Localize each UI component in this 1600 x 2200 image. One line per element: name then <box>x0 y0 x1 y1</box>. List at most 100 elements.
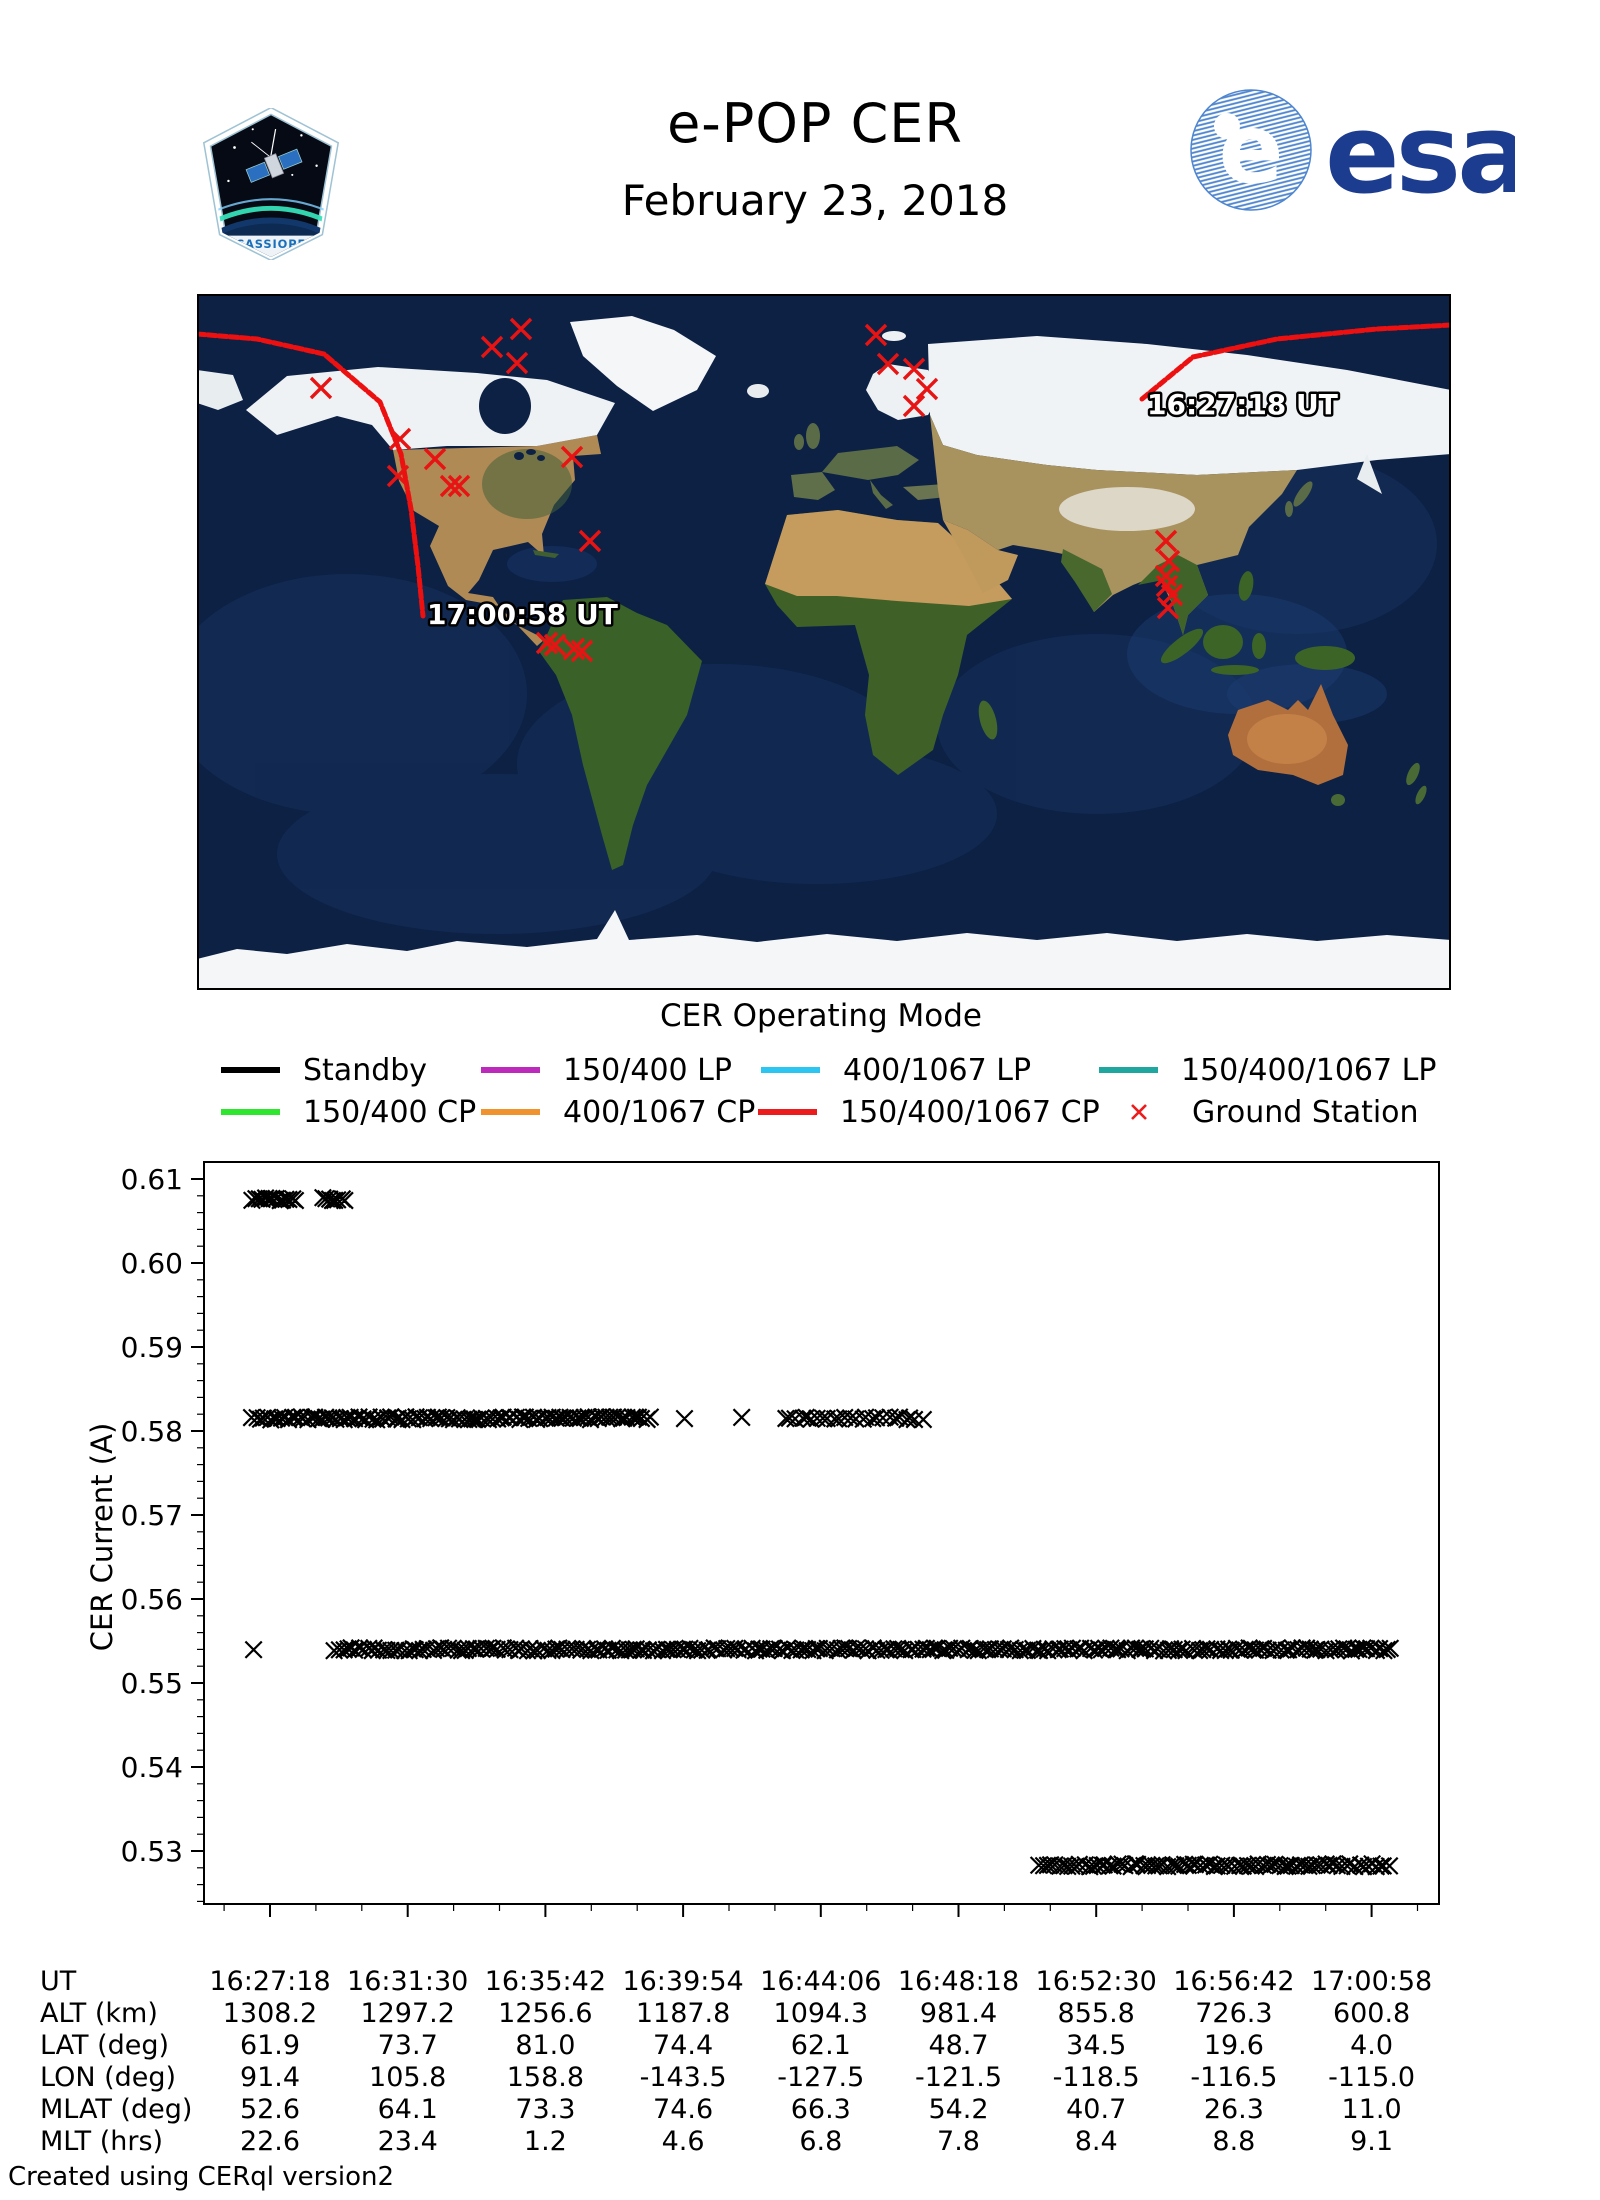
page-date: February 23, 2018 <box>621 176 1009 225</box>
table-cell: 54.2 <box>928 2094 989 2125</box>
table-cell: 16:39:54 <box>622 1966 744 1997</box>
satellite-icon <box>245 128 303 183</box>
table-cell: 40.7 <box>1066 2094 1127 2125</box>
table-cell: -118.5 <box>1052 2062 1140 2093</box>
legend-ground-station-x-icon <box>1131 1104 1147 1120</box>
table-row-label: UT <box>40 1966 77 1997</box>
table-cell: 73.7 <box>377 2030 438 2061</box>
plot-frame <box>203 1161 1440 1905</box>
table-cell: 74.4 <box>653 2030 714 2061</box>
table-cell: 16:44:06 <box>760 1966 882 1997</box>
y-tick-label: 0.59 <box>121 1331 183 1364</box>
track-segment-start <box>1139 322 1451 402</box>
japan <box>1293 481 1313 507</box>
page-title: e-POP CER <box>667 92 963 155</box>
new-guinea <box>1295 646 1355 670</box>
table-cell: 7.8 <box>937 2126 980 2157</box>
cer-current-plot: 0.61 0.60 0.59 0.58 0.57 0.56 0.55 0.54 0.53 <box>121 1161 1440 1917</box>
kamchatka <box>1357 454 1382 494</box>
italy <box>870 480 893 509</box>
table-cell: 1308.2 <box>222 1998 318 2029</box>
pass-start-time-label: 16:27:18 UT <box>1147 388 1338 421</box>
table-cell: 74.6 <box>653 2094 714 2125</box>
table-cell: 81.0 <box>515 2030 576 2061</box>
table-cell: 105.8 <box>369 2062 447 2093</box>
europe <box>822 446 919 480</box>
x-axis-minor-ticks <box>223 1904 1419 1911</box>
table-row-label: MLT (hrs) <box>40 2126 164 2157</box>
cassiope-mission-patch: CASSIOPE <box>202 108 340 260</box>
table-cell: 16:35:42 <box>484 1966 607 1997</box>
table-cell: 48.7 <box>928 2030 989 2061</box>
table-cell: 52.6 <box>239 2094 301 2125</box>
satellite-ground-track <box>197 322 1451 619</box>
table-cell: 1.2 <box>523 2126 567 2157</box>
table-cell: 16:52:30 <box>1035 1966 1157 1997</box>
track-segment-end <box>197 331 426 619</box>
table-row-label: LAT (deg) <box>40 2030 170 2061</box>
table-cell: 4.0 <box>1350 2030 1394 2061</box>
table-cell: 61.9 <box>239 2030 301 2061</box>
iberia <box>791 472 835 500</box>
table-cell: 26.3 <box>1203 2094 1264 2125</box>
sulawesi <box>1252 633 1266 659</box>
y-tick-label: 0.53 <box>121 1835 183 1868</box>
sumatra <box>1160 628 1204 664</box>
legend-label-7: Ground Station <box>1192 1095 1419 1130</box>
scatter-series-0 <box>242 1188 354 1210</box>
y-tick-label: 0.61 <box>121 1163 183 1196</box>
siberia-snow <box>928 336 1451 475</box>
greenland <box>570 316 716 411</box>
chukotka <box>197 370 243 410</box>
table-cell: 16:27:18 <box>209 1966 331 1997</box>
table-cell: 73.3 <box>515 2094 576 2125</box>
table-cell: 158.8 <box>506 2062 585 2093</box>
table-cell: 16:56:42 <box>1173 1966 1295 1997</box>
scatter-series-3 <box>1029 1854 1399 1876</box>
table-cell: 22.6 <box>239 2126 301 2157</box>
table-cell: 981.4 <box>919 1998 998 2029</box>
map-frame <box>197 294 1451 990</box>
table-cell: 34.5 <box>1066 2030 1127 2061</box>
table-cell: 64.1 <box>377 2094 438 2125</box>
legend-label-3: 150/400/1067 LP <box>1181 1053 1436 1088</box>
y-tick-label: 0.60 <box>121 1247 183 1280</box>
table-cell: 17:00:58 <box>1310 1966 1433 1997</box>
legend-label-1: 150/400 LP <box>563 1053 732 1088</box>
new-zealand <box>1406 762 1420 786</box>
madagascar <box>978 700 998 740</box>
table-cell: 1297.2 <box>360 1998 455 2029</box>
esa-wordmark: esa <box>1325 90 1515 218</box>
table-cell: 4.6 <box>661 2126 705 2157</box>
pass-end-time-label: 17:00:58 UT <box>427 598 618 631</box>
table-cell: -127.5 <box>777 2062 865 2093</box>
y-tick-label: 0.55 <box>121 1667 183 1700</box>
patch-mission-name: CASSIOPE <box>236 237 306 251</box>
table-cell: 600.8 <box>1332 1998 1411 2029</box>
table-cell: 1256.6 <box>498 1998 593 2029</box>
india <box>1061 549 1112 612</box>
borneo <box>1203 625 1243 659</box>
esa-logo: e esa <box>1190 89 1515 218</box>
iceland <box>747 384 769 398</box>
hudson-bay <box>479 378 531 434</box>
esa-globe-e: e <box>1218 93 1283 205</box>
table-cell: 11.0 <box>1341 2094 1402 2125</box>
table-row-label: MLAT (deg) <box>40 2094 193 2125</box>
x-axis-ticks <box>269 1904 1373 1917</box>
britain <box>806 423 820 449</box>
cuba <box>533 550 559 558</box>
table-row-label: ALT (km) <box>40 1998 158 2029</box>
table-cell: 726.3 <box>1195 1998 1273 2029</box>
legend-label-0: Standby <box>303 1053 427 1088</box>
table-cell: 16:31:30 <box>347 1966 469 1997</box>
arabia <box>943 520 1018 593</box>
legend-label-5: 400/1067 CP <box>563 1095 755 1130</box>
antarctica <box>197 910 1451 990</box>
y-axis-minor-ticks <box>197 1195 204 1903</box>
table-row-label: LON (deg) <box>40 2062 177 2093</box>
table-cell: -121.5 <box>914 2062 1003 2093</box>
table-cell: 62.1 <box>790 2030 851 2061</box>
ground-station-markers <box>309 317 1184 663</box>
legend-label-2: 400/1067 LP <box>843 1053 1031 1088</box>
